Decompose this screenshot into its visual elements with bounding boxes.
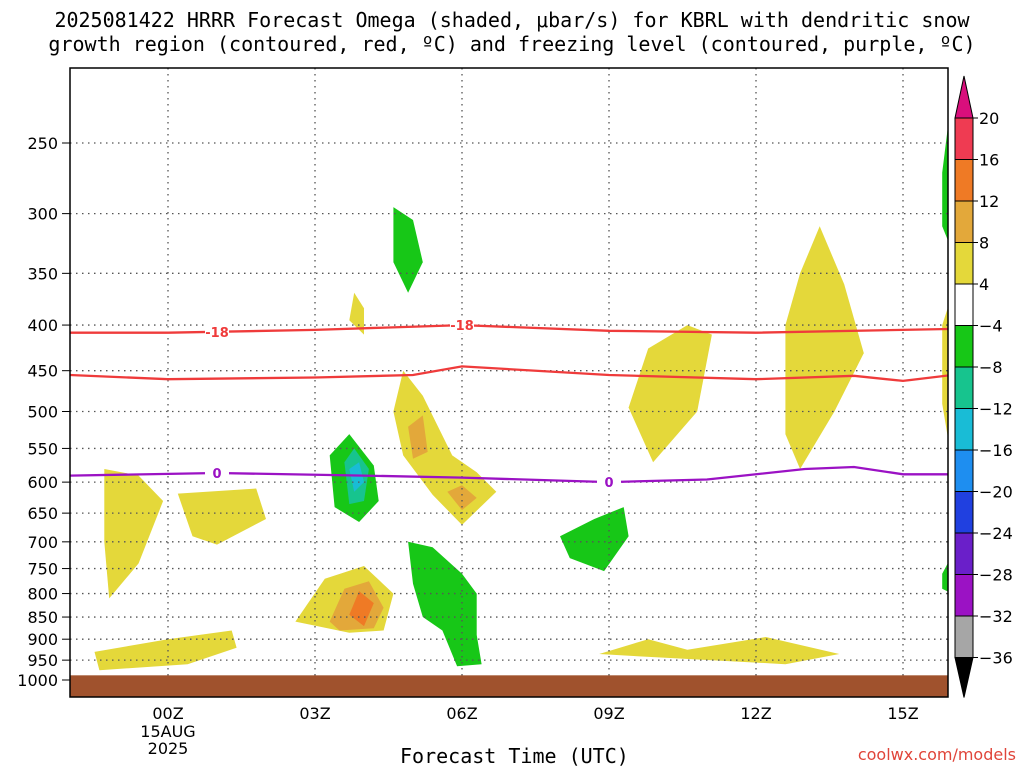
y-tick-label: 800 xyxy=(27,585,58,604)
colorbar-swatch xyxy=(954,325,974,368)
colorbar-label: −32 xyxy=(979,607,1013,626)
colorbar-label: 16 xyxy=(979,151,999,170)
omega-region-10 xyxy=(628,325,712,463)
contour-label: -18 xyxy=(205,326,229,341)
colorbar-swatch xyxy=(954,159,974,202)
omega-region-13 xyxy=(599,637,840,665)
y-tick-label: 250 xyxy=(27,134,58,153)
y-tick-label: 600 xyxy=(27,473,58,492)
colorbar-top-arrow xyxy=(954,75,974,119)
y-tick-label: 300 xyxy=(27,205,58,224)
colorbar-label: −24 xyxy=(979,524,1013,543)
chart-title: 2025081422 HRRR Forecast Omega (shaded, … xyxy=(48,8,976,56)
contour-label: 0 xyxy=(604,476,613,491)
omega-region-0 xyxy=(104,469,164,599)
colorbar-label: 20 xyxy=(979,109,999,128)
omega-region-2 xyxy=(94,630,237,671)
colorbar-label: −8 xyxy=(979,358,1003,377)
colorbar-label: −4 xyxy=(979,317,1003,336)
omega-region-20 xyxy=(942,125,948,241)
y-tick-label: 1000 xyxy=(17,671,58,690)
y-tick-label: 450 xyxy=(27,362,58,381)
colorbar-swatch xyxy=(954,242,974,285)
colorbar-swatch xyxy=(954,615,974,658)
x-tick-label: 09Z xyxy=(593,704,624,723)
omega-region-1 xyxy=(177,488,266,545)
x-axis-label: Forecast Time (UTC) xyxy=(400,744,629,768)
y-tick-label: 500 xyxy=(27,403,58,422)
colorbar-swatch xyxy=(954,200,974,243)
omega-region-21 xyxy=(942,562,948,592)
omega-region-5 xyxy=(349,591,374,627)
y-tick-label: 950 xyxy=(27,651,58,670)
contour-label: 0 xyxy=(212,467,221,482)
contour-line xyxy=(70,365,948,383)
y-tick-label: 350 xyxy=(27,264,58,283)
colorbar-swatch xyxy=(954,574,974,617)
plot-area: -18 -18 0 0 xyxy=(70,68,948,697)
y-tick-label: 400 xyxy=(27,316,58,335)
colorbar-swatch xyxy=(954,117,974,160)
x-tick-sublabel: 2025 xyxy=(148,739,189,758)
colorbar-label: −36 xyxy=(979,649,1013,668)
colorbar-label: 8 xyxy=(979,234,989,253)
colorbar: 20 16 12 8 4 −4 −8 −12 −16 −20 −24 −28 −32 −36 xyxy=(954,75,1013,698)
omega-region-14 xyxy=(393,207,423,293)
source-credit[interactable]: coolwx.com/models xyxy=(857,745,1016,764)
colorbar-swatch xyxy=(954,408,974,451)
colorbar-label: 12 xyxy=(979,192,999,211)
omega-region-12 xyxy=(942,307,948,439)
omega-region-18 xyxy=(408,541,482,667)
y-tick-label: 650 xyxy=(27,504,58,523)
colorbar-swatch xyxy=(954,532,974,575)
colorbar-label: −28 xyxy=(979,566,1013,585)
colorbar-label: −20 xyxy=(979,483,1013,502)
plot-frame xyxy=(69,67,949,698)
terrain-band xyxy=(70,675,948,697)
x-tick-label: 06Z xyxy=(446,704,477,723)
colorbar-swatch xyxy=(954,366,974,409)
omega-region-11 xyxy=(785,226,864,469)
x-tick-label: 15Z xyxy=(887,704,918,723)
omega-region-19 xyxy=(560,507,629,572)
x-tick-label: 03Z xyxy=(299,704,330,723)
colorbar-label: 4 xyxy=(979,275,989,294)
colorbar-swatch xyxy=(954,491,974,534)
y-tick-label: 700 xyxy=(27,533,58,552)
x-tick-label: 12Z xyxy=(740,704,771,723)
colorbar-swatch xyxy=(954,283,974,326)
colorbar-label: −16 xyxy=(979,441,1013,460)
omega-region-7 xyxy=(393,370,497,525)
y-tick-label: 550 xyxy=(27,439,58,458)
omega-region-17 xyxy=(349,462,364,492)
y-tick-label: 900 xyxy=(27,630,58,649)
contour-line xyxy=(70,465,948,484)
x-tick-sublabel: 15AUG xyxy=(140,722,195,741)
colorbar-bottom-arrow xyxy=(954,657,974,698)
omega-region-6 xyxy=(349,292,364,335)
x-tick-label: 00Z xyxy=(152,704,183,723)
colorbar-swatch xyxy=(954,449,974,492)
omega-region-9 xyxy=(447,485,477,511)
y-tick-label: 750 xyxy=(27,560,58,579)
y-tick-label: 850 xyxy=(27,608,58,627)
colorbar-label: −12 xyxy=(979,400,1013,419)
contour-label: -18 xyxy=(450,319,474,334)
